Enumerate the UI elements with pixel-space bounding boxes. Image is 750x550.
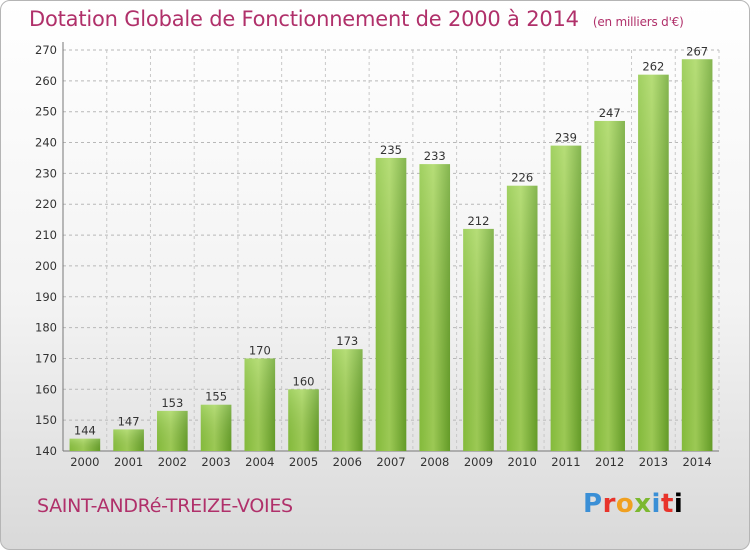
x-tick-label: 2012 xyxy=(595,455,624,469)
data-label: 170 xyxy=(249,343,271,357)
data-label: 173 xyxy=(336,334,358,348)
logo-letter: o xyxy=(615,489,635,519)
x-tick-label: 2003 xyxy=(201,455,230,469)
bar-shade xyxy=(419,164,451,451)
data-label: 233 xyxy=(424,149,446,163)
data-label: 147 xyxy=(118,414,140,428)
logo-letter: i xyxy=(651,489,661,519)
bar-shade xyxy=(288,389,319,451)
y-tick-label: 270 xyxy=(35,43,57,57)
commune-name: SAINT-ANDRé-TREIZE-VOIES xyxy=(37,495,293,517)
x-tick-label: 2008 xyxy=(420,455,449,469)
y-tick-label: 200 xyxy=(35,259,57,273)
x-tick-label: 2014 xyxy=(682,455,711,469)
bar-shade xyxy=(594,120,625,451)
logo-letter: i xyxy=(673,489,684,519)
x-tick-label: 2001 xyxy=(114,455,143,469)
y-tick-label: 210 xyxy=(35,228,57,242)
logo-letter: P xyxy=(583,489,603,519)
data-label: 212 xyxy=(467,214,489,228)
y-tick-label: 180 xyxy=(35,321,57,335)
bar-shade xyxy=(331,349,363,451)
chart-title-text: Dotation Globale de Fonctionnement de 20… xyxy=(29,7,579,31)
data-label: 247 xyxy=(599,106,621,120)
y-tick-label: 140 xyxy=(35,444,57,458)
data-label: 262 xyxy=(642,60,664,74)
x-tick-label: 2004 xyxy=(245,455,274,469)
data-label: 160 xyxy=(293,374,315,388)
data-label: 267 xyxy=(686,44,708,58)
bar-shade xyxy=(550,145,582,451)
x-tick-label: 2011 xyxy=(551,455,580,469)
y-tick-label: 170 xyxy=(35,351,57,365)
bar-shade xyxy=(375,157,407,451)
data-label: 226 xyxy=(511,171,533,185)
bar-shade xyxy=(681,59,713,451)
y-tick-label: 150 xyxy=(35,413,57,427)
logo-letter: r xyxy=(602,489,616,519)
y-tick-label: 260 xyxy=(35,74,57,88)
bar-shade xyxy=(200,404,232,451)
y-tick-label: 230 xyxy=(35,166,57,180)
y-tick-label: 160 xyxy=(35,382,57,396)
x-tick-label: 2013 xyxy=(639,455,668,469)
y-tick-label: 250 xyxy=(35,105,57,119)
data-labels: 144 147 153 155 170 160 173 235 233 212 226 239 247 2… xyxy=(74,44,708,437)
y-tick-label: 240 xyxy=(35,136,57,150)
x-tick-label: 2006 xyxy=(333,455,362,469)
data-label: 155 xyxy=(205,390,227,404)
chart-unit: (en milliers d'€) xyxy=(592,15,684,29)
data-label: 239 xyxy=(555,131,577,145)
proxiti-logo: Proxiti xyxy=(583,489,683,519)
x-tick-label: 2010 xyxy=(508,455,537,469)
bar-shade xyxy=(113,429,144,451)
y-tick-label: 220 xyxy=(35,197,57,211)
bar-shade xyxy=(638,74,669,451)
bars xyxy=(69,59,713,451)
x-tick-label: 2009 xyxy=(464,455,493,469)
x-tick-label: 2005 xyxy=(289,455,318,469)
chart-title: Dotation Globale de Fonctionnement de 20… xyxy=(29,7,684,31)
data-label: 235 xyxy=(380,143,402,157)
bar-shade xyxy=(463,228,494,451)
bar-shade xyxy=(506,185,538,451)
x-tick-label: 2002 xyxy=(158,455,187,469)
logo-letter: t xyxy=(660,489,674,519)
data-label: 153 xyxy=(161,396,183,410)
logo-letter: x xyxy=(634,489,652,519)
bar-shade xyxy=(244,358,276,451)
data-label: 144 xyxy=(74,424,96,438)
bar-shade xyxy=(157,410,188,451)
x-tick-label: 2000 xyxy=(70,455,99,469)
bar-shade xyxy=(69,438,101,451)
x-tick-label: 2007 xyxy=(376,455,405,469)
y-tick-label: 190 xyxy=(35,290,57,304)
